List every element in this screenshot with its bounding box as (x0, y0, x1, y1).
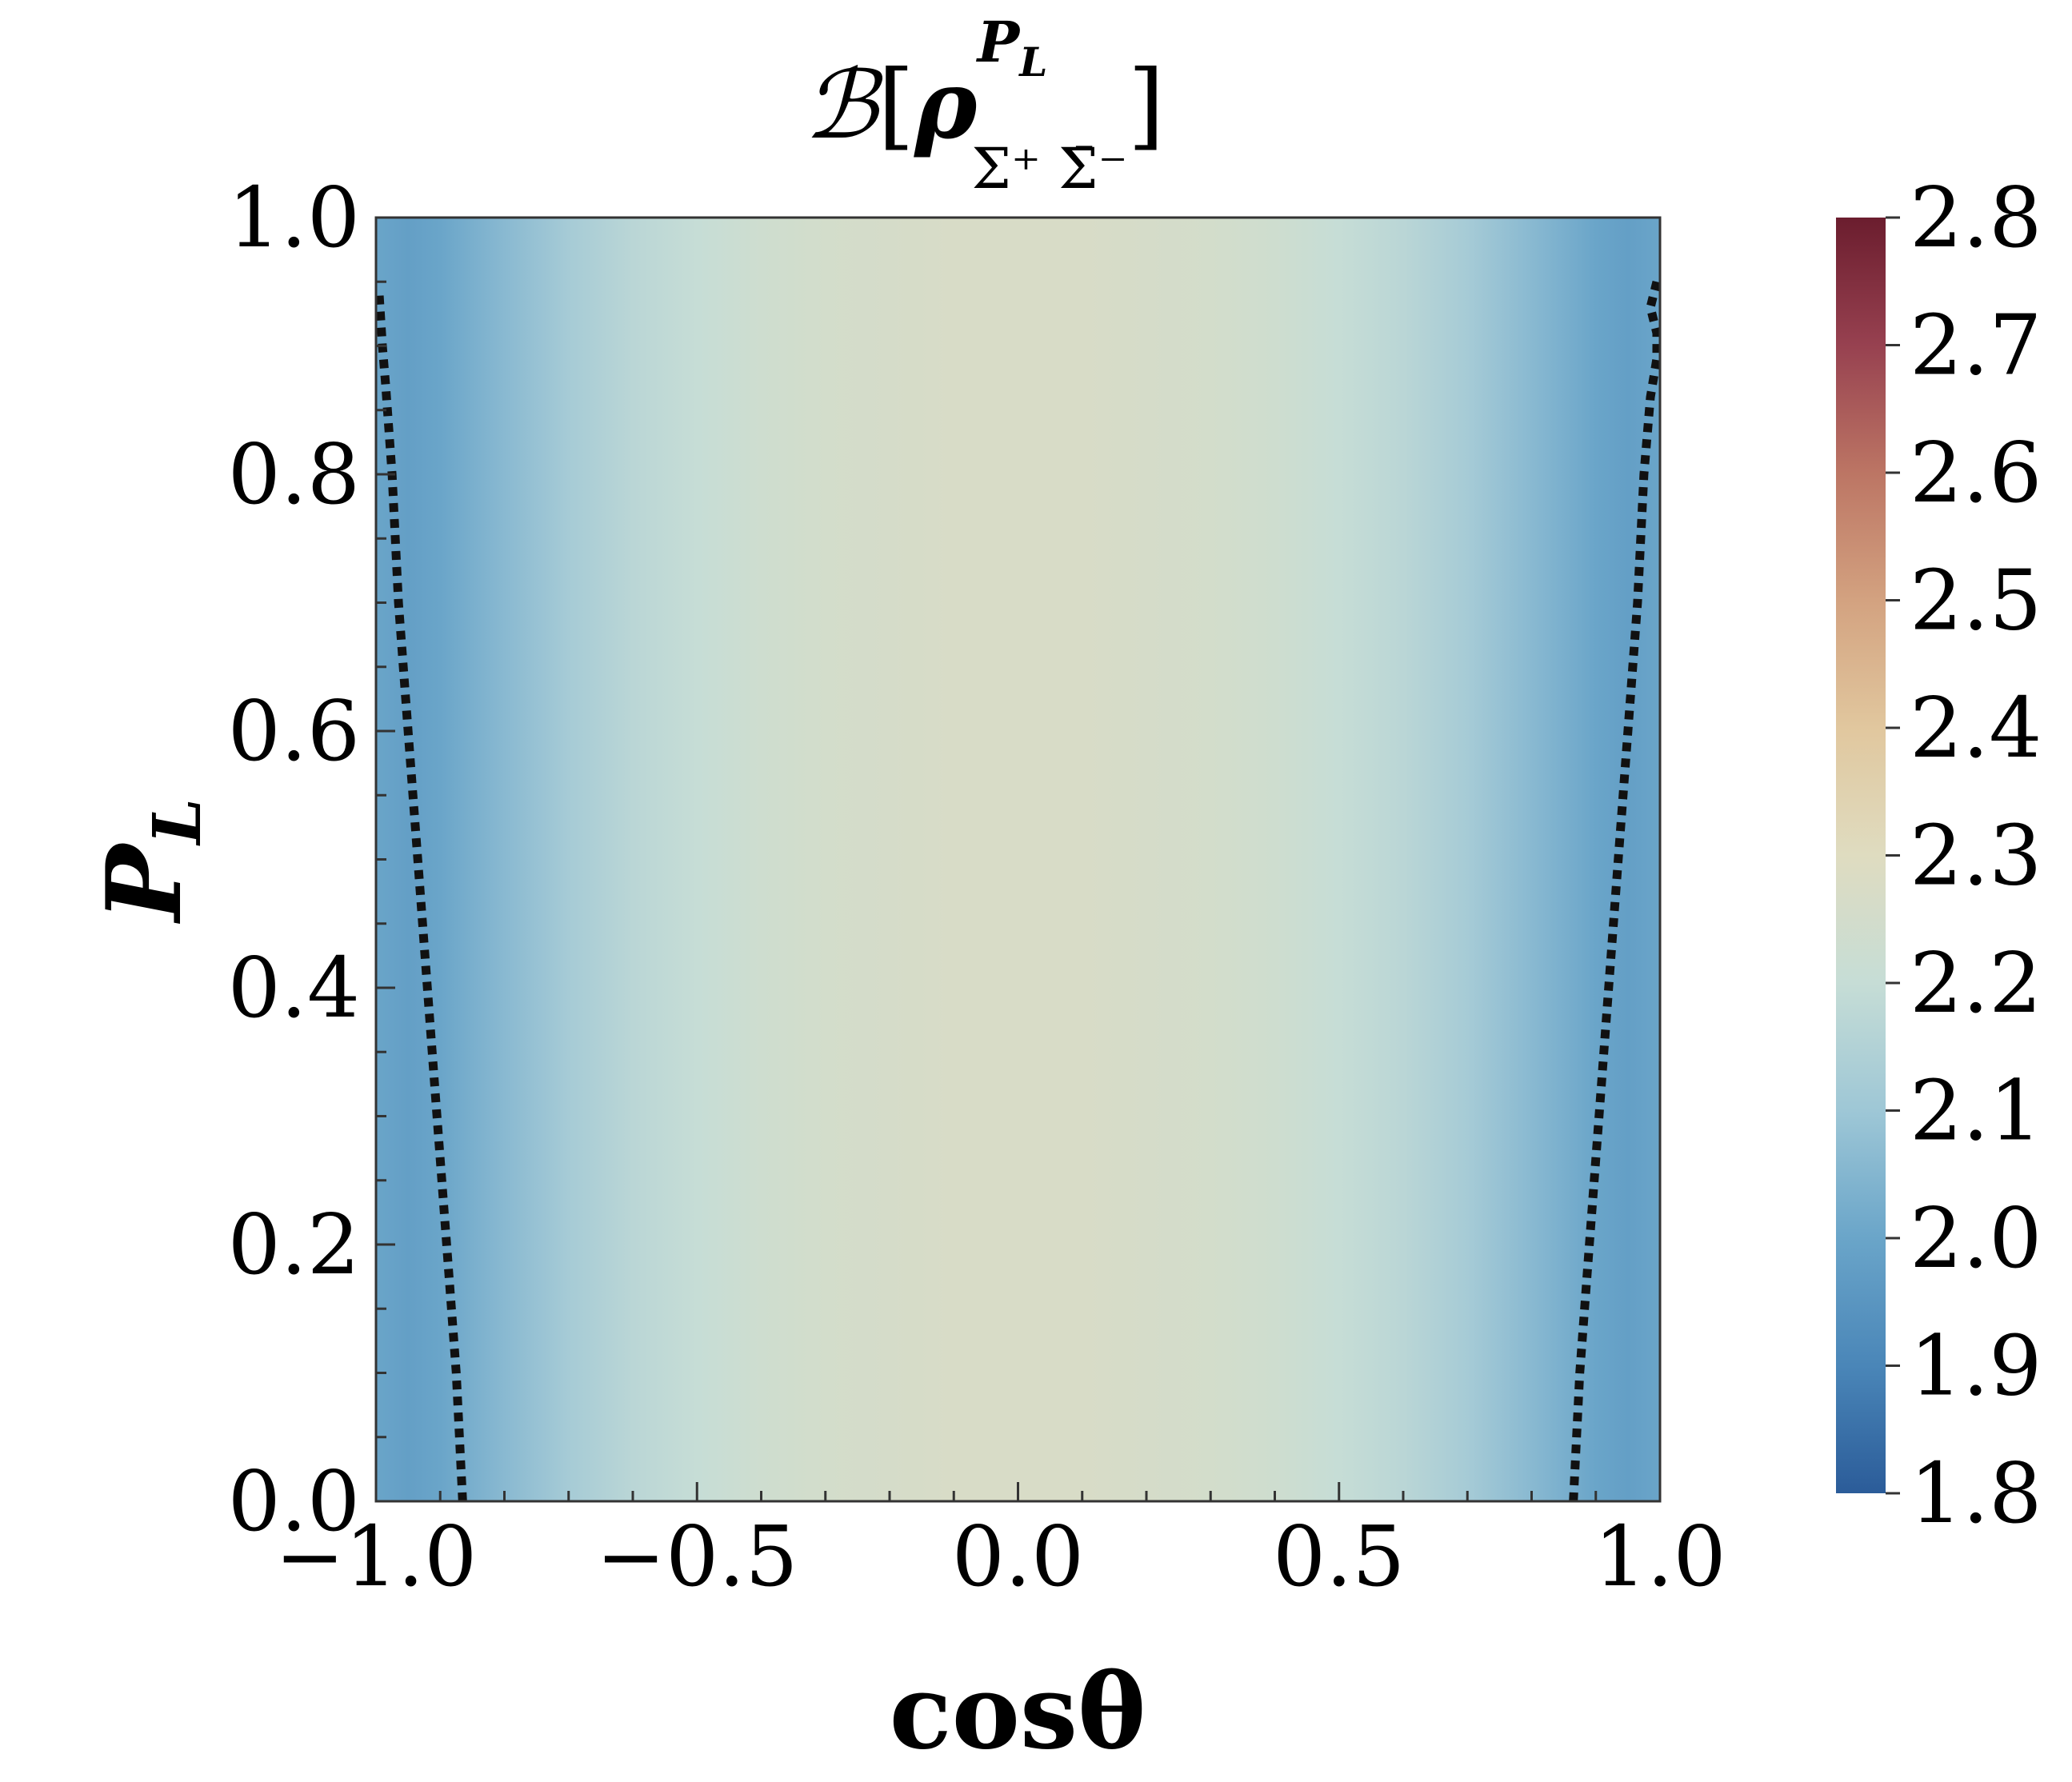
colorbar-tick-label: 2.4 (1910, 679, 2042, 777)
x-tick-label: 0.5 (1273, 1508, 1405, 1605)
colorbar-tick-label: 2.7 (1910, 297, 2042, 394)
x-axis: −1.0 −0.5 0.0 0.5 1.0 (275, 1482, 1726, 1605)
colorbar-tick-label: 2.1 (1910, 1062, 2042, 1160)
x-axis-title: cosθ (890, 1652, 1146, 1772)
boundary-curves (376, 280, 1660, 1501)
colorbar (1836, 218, 1886, 1493)
heatmap-top-peak (850, 218, 1186, 370)
y-axis: 0.0 0.2 0.4 0.6 0.8 1.0 (228, 169, 395, 1550)
colorbar-tick-label: 2.0 (1910, 1189, 2042, 1287)
y-tick-label: 1.0 (228, 169, 360, 266)
colorbar-tick-label: 2.5 (1910, 552, 2042, 649)
y-tick-label: 0.0 (228, 1452, 360, 1550)
colorbar-tick-label: 2.2 (1910, 934, 2042, 1032)
plot-area (376, 218, 1660, 1501)
x-tick-label: −1.0 (275, 1508, 478, 1605)
colorbar-ticks: 1.8 1.9 2.0 2.1 2.2 2.3 2.4 2.5 2.6 2.7 2.8 (1886, 169, 2042, 1542)
boundary-curve-right (1569, 280, 1660, 1501)
y-tick-label: 0.8 (228, 426, 360, 523)
colorbar-tick-label: 1.9 (1910, 1317, 2042, 1415)
colorbar-tick-label: 2.3 (1910, 807, 2042, 905)
y-axis-title: PL (85, 798, 216, 924)
x-tick-label: 0.0 (952, 1508, 1084, 1605)
colorbar-tick-label: 1.8 (1910, 1444, 2042, 1542)
y-tick-label: 0.6 (228, 682, 360, 780)
heatmap-field (376, 218, 1660, 1501)
y-tick-label: 0.2 (228, 1196, 360, 1293)
boundary-curve-left (376, 294, 467, 1501)
chart-title: ℬ[ρPL Σ⁺ Σ̄⁻] (803, 9, 1164, 202)
x-tick-label: −0.5 (596, 1508, 798, 1605)
colorbar-tick-label: 2.6 (1910, 424, 2042, 521)
x-tick-label: 1.0 (1594, 1508, 1726, 1605)
y-tick-label: 0.4 (228, 939, 360, 1037)
colorbar-tick-label: 2.8 (1910, 169, 2042, 266)
